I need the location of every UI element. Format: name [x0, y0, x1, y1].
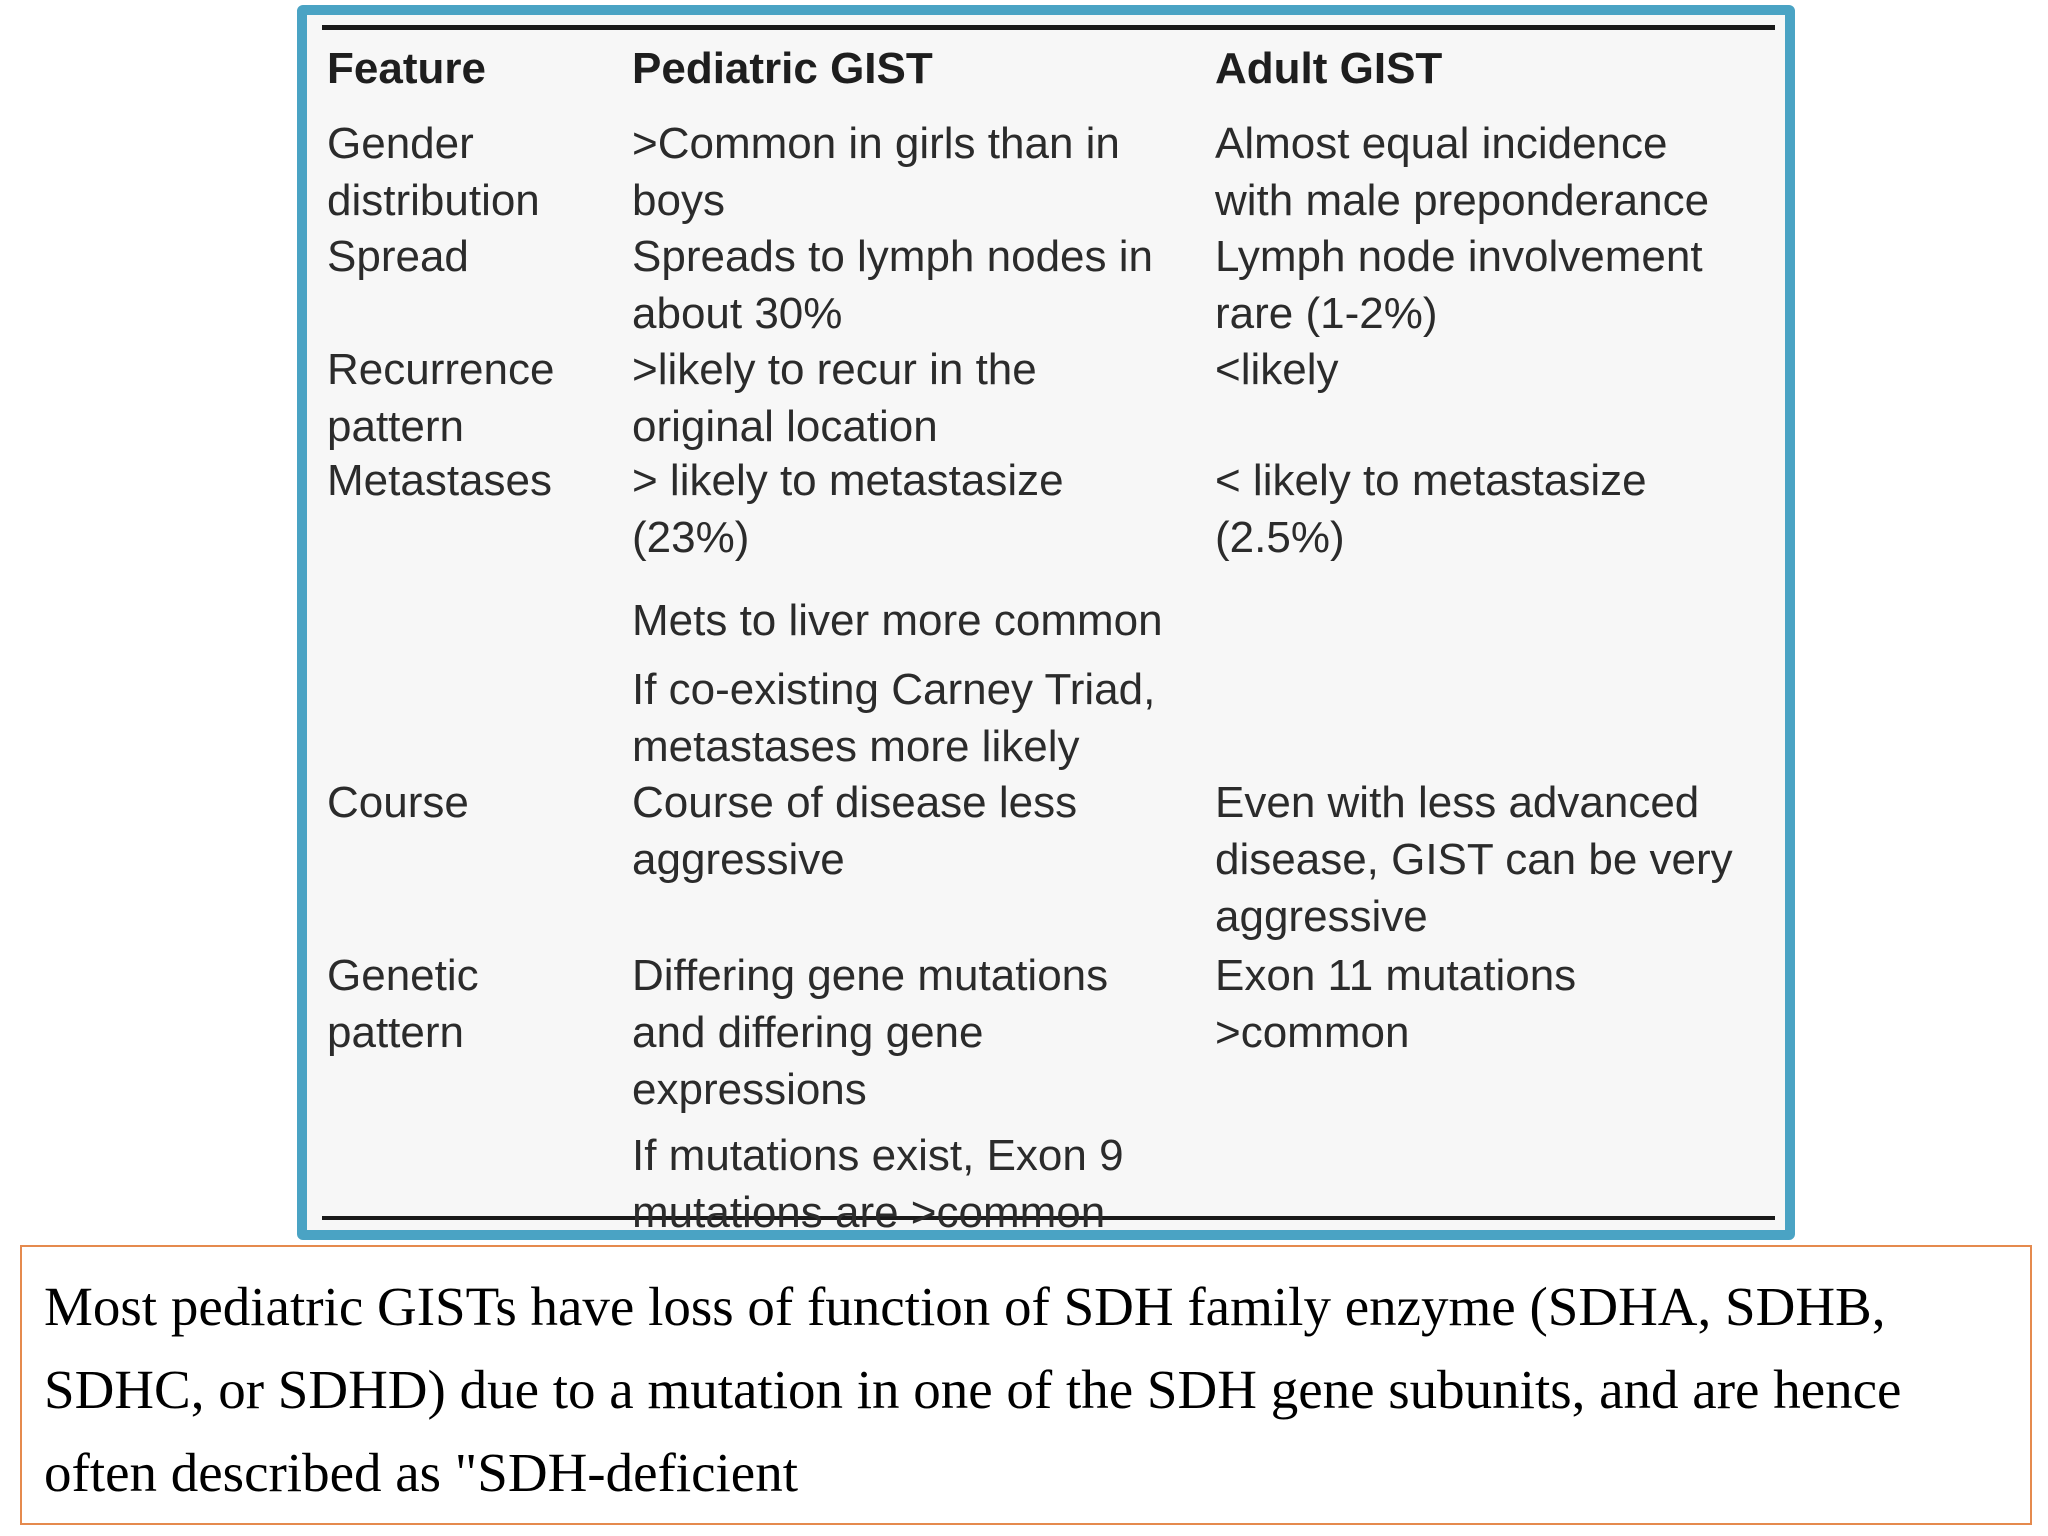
row-genetic-feature: Genetic pattern — [327, 951, 479, 1057]
row-course-pediatric: Course of disease less aggressive — [632, 778, 1078, 884]
header-adult: Adult GIST — [1215, 44, 1443, 93]
row-spread-feature: Spread — [327, 232, 469, 281]
row-spread-pediatric: Spreads to lymph nodes in about 30% — [632, 232, 1153, 338]
row-genetic-pediatric: Differing gene mutations and differing g… — [632, 951, 1109, 1114]
row-genetic-adult: Exon 11 mutations >common — [1215, 951, 1577, 1057]
comparison-table: Feature Pediatric GIST Adult GIST Gender… — [297, 5, 1795, 1240]
row-gender-feature: Gender distribution — [327, 119, 540, 225]
row-course-feature: Course — [327, 778, 469, 827]
row-recurrence-feature: Recurrence pattern — [327, 345, 555, 451]
row-metastases-adult: < likely to metastasize (2.5%) — [1215, 456, 1647, 562]
row-metastases-feature: Metastases — [327, 456, 552, 505]
row-spread-adult: Lymph node involvement rare (1-2%) — [1215, 232, 1703, 338]
row-recurrence-pediatric: >likely to recur in the original locatio… — [632, 345, 1037, 451]
row-gender-adult: Almost equal incidence with male prepond… — [1215, 119, 1710, 225]
row-liver-pediatric: Mets to liver more common — [632, 596, 1163, 645]
table-body: Feature Pediatric GIST Adult GIST Gender… — [322, 25, 1775, 1237]
row-course-adult: Even with less advanced disease, GIST ca… — [1215, 778, 1733, 941]
note-box: Most pediatric GISTs have loss of functi… — [20, 1245, 2032, 1525]
row-gender-pediatric: >Common in girls than in boys — [632, 119, 1120, 225]
row-metastases-pediatric: > likely to metastasize (23%) — [632, 456, 1064, 562]
row-carney-pediatric: If co-existing Carney Triad, metastases … — [632, 665, 1156, 771]
header-pediatric: Pediatric GIST — [632, 44, 933, 93]
row-exon9-pediatric: If mutations exist, Exon 9 mutations are… — [632, 1131, 1124, 1237]
note-text: Most pediatric GISTs have loss of functi… — [44, 1276, 1902, 1503]
row-recurrence-adult: <likely — [1215, 345, 1339, 394]
header-feature: Feature — [327, 44, 486, 93]
